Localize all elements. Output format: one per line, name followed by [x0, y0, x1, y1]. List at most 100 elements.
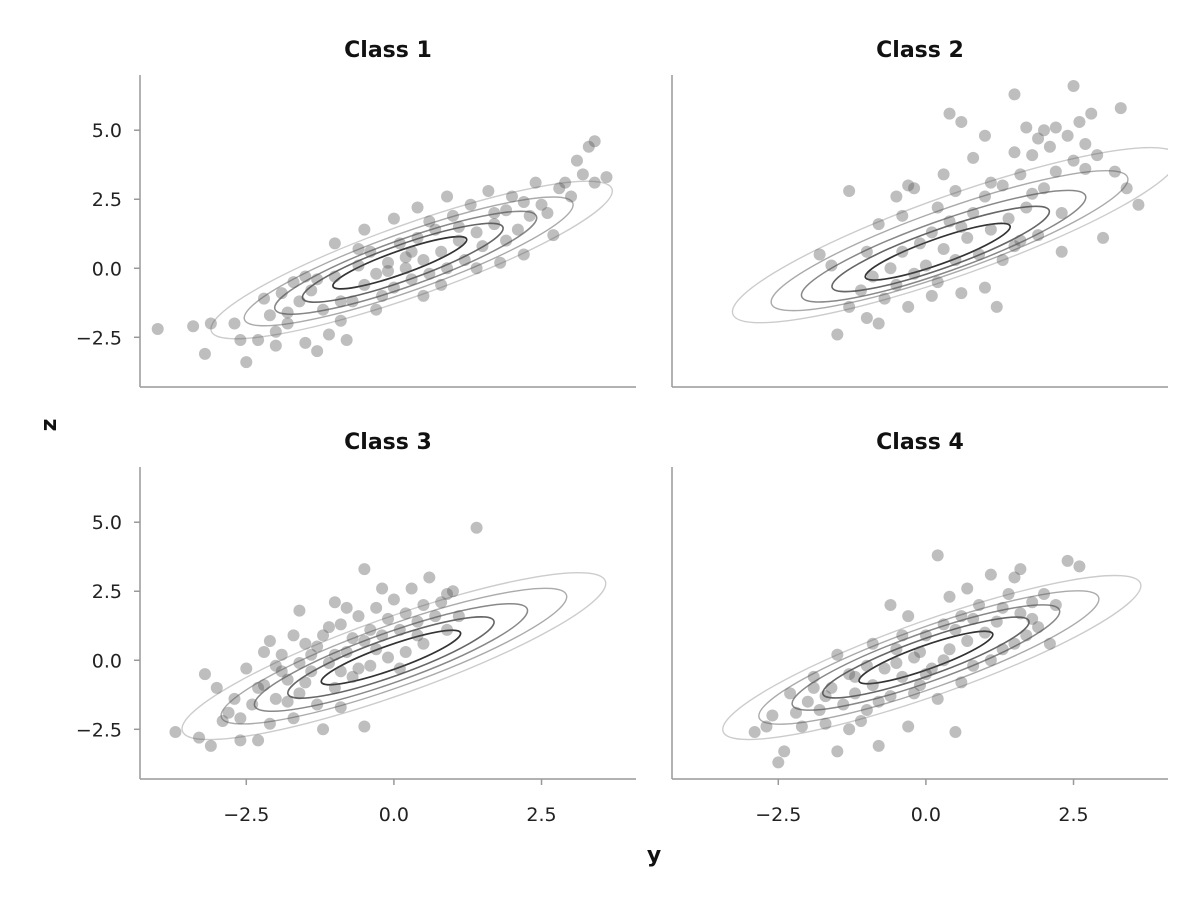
data-point	[843, 184, 856, 197]
density-contour-level-2	[770, 170, 1129, 312]
data-point	[317, 723, 330, 736]
data-point	[322, 657, 335, 670]
data-point	[890, 190, 903, 203]
data-point	[299, 270, 312, 283]
data-point	[252, 334, 265, 347]
data-point	[943, 590, 956, 603]
data-point	[334, 618, 347, 631]
y-tick-label: 2.5	[92, 189, 122, 211]
data-point	[967, 151, 980, 164]
x-tick-label: 0.0	[379, 804, 409, 826]
data-point	[500, 234, 513, 247]
data-point	[305, 284, 318, 297]
data-point	[352, 662, 365, 675]
data-point	[1002, 588, 1015, 601]
data-point	[843, 668, 856, 681]
data-point	[346, 295, 359, 308]
data-point	[246, 698, 259, 711]
data-point	[364, 659, 377, 672]
density-contour-level-3	[800, 189, 1087, 303]
data-point	[435, 245, 448, 258]
data-point	[1026, 149, 1039, 162]
data-point	[334, 665, 347, 678]
data-point	[1091, 149, 1104, 162]
data-point	[1008, 571, 1021, 584]
data-point	[382, 256, 394, 269]
data-point	[417, 289, 430, 302]
data-point	[547, 229, 560, 242]
data-point	[441, 588, 454, 601]
data-point	[328, 648, 341, 661]
data-point	[860, 703, 873, 716]
density-contour-level-4	[821, 616, 1030, 699]
data-point	[1014, 168, 1027, 181]
data-point	[1043, 140, 1056, 153]
data-point	[872, 695, 885, 708]
data-point	[382, 265, 394, 278]
density-contour-level-5	[320, 629, 462, 686]
data-point	[807, 670, 820, 683]
data-point	[452, 220, 465, 233]
data-point	[488, 218, 501, 231]
data-point	[831, 328, 844, 341]
data-point	[216, 715, 229, 728]
data-point	[299, 637, 312, 650]
data-point	[517, 248, 530, 261]
data-point	[529, 176, 542, 189]
data-point	[482, 184, 495, 197]
data-point	[382, 651, 394, 664]
data-point	[370, 267, 383, 280]
data-point	[423, 215, 436, 228]
data-point	[1049, 121, 1062, 134]
data-point	[204, 739, 217, 752]
data-point	[902, 179, 915, 192]
data-point	[1085, 107, 1098, 120]
density-contour-level-4	[287, 616, 495, 699]
data-point	[334, 701, 347, 714]
data-point	[978, 190, 991, 203]
data-point	[890, 643, 903, 656]
data-point	[860, 311, 873, 324]
data-point	[252, 734, 265, 747]
data-point	[535, 198, 548, 211]
data-point	[825, 681, 838, 694]
density-contour-level-1	[181, 571, 607, 741]
data-point	[1049, 165, 1062, 178]
x-axis-label: y	[647, 843, 661, 868]
data-point	[914, 237, 926, 250]
density-contour-level-5	[858, 630, 994, 685]
data-point	[890, 657, 903, 670]
data-point	[931, 201, 944, 214]
data-point	[311, 345, 324, 358]
data-point	[908, 651, 921, 664]
data-point	[813, 703, 826, 716]
data-point	[943, 643, 956, 656]
data-point	[328, 270, 341, 283]
panel-4: Class 4 −2.5 0.0 2.5	[671, 430, 1168, 826]
density-contour-level-1	[210, 180, 613, 340]
data-point	[914, 645, 926, 658]
data-point	[570, 154, 583, 167]
data-point	[446, 585, 459, 598]
data-point	[553, 182, 566, 195]
data-point	[334, 295, 347, 308]
data-point	[293, 687, 306, 700]
data-point	[293, 604, 306, 617]
data-point	[925, 289, 938, 302]
data-point	[322, 328, 335, 341]
data-point	[1032, 621, 1045, 634]
data-point	[423, 267, 436, 280]
data-point	[228, 692, 241, 705]
data-point	[565, 190, 578, 203]
data-point	[1038, 124, 1050, 137]
data-point	[317, 629, 330, 642]
data-point	[435, 596, 448, 609]
data-point	[423, 571, 436, 584]
data-point	[831, 648, 844, 661]
data-point	[334, 314, 347, 327]
data-point	[470, 521, 483, 534]
data-point	[1061, 554, 1074, 567]
data-point	[358, 278, 371, 291]
data-point	[352, 242, 365, 255]
data-point	[328, 237, 341, 250]
